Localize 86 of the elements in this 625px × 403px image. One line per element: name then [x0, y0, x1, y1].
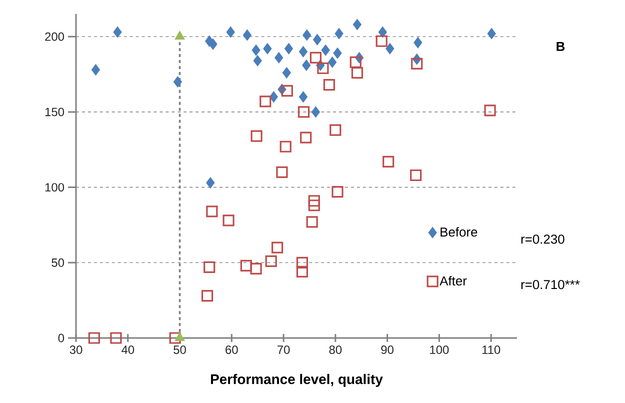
- point: [386, 43, 394, 54]
- point: [308, 200, 320, 212]
- point: [299, 92, 308, 102]
- point: [263, 43, 272, 54]
- point: [299, 46, 308, 57]
- point: [208, 38, 218, 50]
- point: [204, 261, 216, 273]
- point: [306, 216, 318, 228]
- point: [206, 177, 215, 188]
- point: [414, 37, 422, 48]
- point: [411, 58, 423, 70]
- y-tick-label: 150: [45, 108, 64, 116]
- point: [169, 332, 181, 344]
- point: [328, 56, 336, 68]
- point: [272, 242, 284, 254]
- point: [376, 35, 388, 47]
- x-tick-label: 50: [174, 346, 186, 354]
- x-tick-label: 100: [430, 346, 449, 354]
- point: [253, 55, 262, 66]
- point: [260, 96, 272, 108]
- point: [174, 76, 182, 88]
- point: [296, 256, 308, 268]
- y-tick-label: 0: [58, 334, 64, 342]
- point: [334, 28, 344, 39]
- text: r=0.710***: [521, 280, 580, 290]
- point: [332, 186, 344, 198]
- point: [175, 31, 184, 40]
- point: [310, 52, 322, 64]
- point: [308, 195, 320, 207]
- point: [281, 85, 293, 97]
- point: [113, 26, 122, 38]
- point: [250, 130, 262, 142]
- point: [302, 30, 312, 40]
- point: [226, 26, 235, 38]
- point: [276, 166, 288, 178]
- point: [350, 56, 362, 68]
- text: B: [556, 42, 565, 51]
- text: r=0.230: [521, 234, 564, 244]
- point: [222, 214, 234, 226]
- point: [175, 332, 184, 342]
- x-tick-label: 30: [70, 346, 82, 354]
- point: [284, 43, 293, 54]
- point: [333, 48, 342, 58]
- point: [270, 92, 278, 102]
- x-tick-label: 70: [277, 346, 290, 354]
- point: [323, 79, 335, 91]
- point: [487, 28, 496, 39]
- point: [250, 262, 262, 274]
- point: [296, 266, 308, 278]
- point: [243, 30, 252, 40]
- point: [382, 156, 394, 168]
- point: [312, 106, 320, 118]
- point: [206, 206, 218, 218]
- point: [280, 140, 292, 152]
- point: [484, 104, 496, 116]
- point: [201, 290, 214, 302]
- point: [330, 124, 342, 136]
- legend-label: After: [440, 276, 467, 286]
- point: [351, 66, 364, 79]
- point: [252, 44, 260, 56]
- point: [410, 169, 422, 182]
- point: [321, 44, 330, 56]
- point: [378, 26, 387, 38]
- x-tick-label: 60: [226, 346, 238, 354]
- point: [274, 52, 284, 63]
- point: [265, 255, 277, 267]
- x-tick-label: 80: [329, 346, 342, 354]
- point: [317, 62, 329, 74]
- point: [240, 260, 252, 272]
- y-tick-label: 200: [45, 32, 64, 41]
- y-tick-label: 50: [52, 258, 64, 267]
- x-tick-label: 110: [482, 346, 500, 354]
- x-tick-label: 40: [122, 346, 134, 354]
- y-tick-label: 100: [45, 183, 64, 192]
- x-axis-title: Performance level, quality: [211, 374, 383, 387]
- x-tick-label: 90: [381, 346, 394, 354]
- point: [353, 19, 362, 30]
- point: [302, 60, 311, 71]
- point: [313, 34, 322, 45]
- point: [300, 132, 312, 144]
- point: [88, 332, 100, 344]
- point: [282, 67, 291, 78]
- point: [110, 332, 122, 344]
- point: [298, 106, 310, 118]
- point: [92, 64, 100, 76]
- legend-label: Before: [440, 227, 478, 237]
